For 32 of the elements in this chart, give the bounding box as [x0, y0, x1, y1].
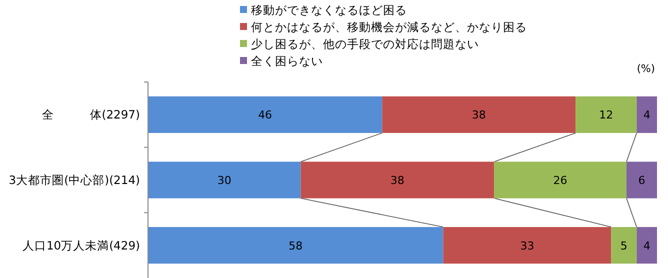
legend-label: 移動ができなくなるほど困る [251, 3, 407, 17]
data-label: 30 [217, 174, 232, 187]
data-label: 5 [620, 239, 628, 252]
legend-label: 全く困らない [251, 54, 323, 68]
data-label: 58 [288, 239, 303, 252]
y-tick-label: 3大都市圏(中心部)(214) [8, 173, 140, 187]
data-label: 4 [643, 108, 650, 122]
data-label: 38 [472, 108, 486, 122]
bar [626, 162, 657, 198]
legend-label: 少し困るが、他の手段での対応は問題ない [251, 37, 479, 51]
bar [148, 96, 382, 133]
data-label: 38 [390, 174, 404, 187]
data-label: 33 [520, 239, 534, 252]
text: (%) [636, 63, 655, 75]
data-label: 46 [258, 108, 272, 122]
bar [382, 96, 576, 133]
bar [636, 227, 657, 264]
bar [636, 96, 657, 133]
bar [148, 162, 301, 198]
y-tick-label: 人口10万人未満(429) [22, 238, 140, 252]
data-label: 26 [553, 174, 568, 187]
data-label: 4 [643, 239, 650, 252]
bar [494, 162, 626, 198]
data-label: 6 [638, 174, 646, 187]
data-label: 12 [599, 108, 614, 122]
y-tick-label: 全 体(2297) [42, 108, 140, 122]
legend-label: 何とかはなるが、移動機会が減るなど、かなり困る [251, 20, 527, 34]
bar [443, 227, 612, 264]
bar [576, 96, 637, 133]
bar [148, 227, 444, 264]
bar [300, 162, 494, 198]
bar [611, 227, 637, 264]
